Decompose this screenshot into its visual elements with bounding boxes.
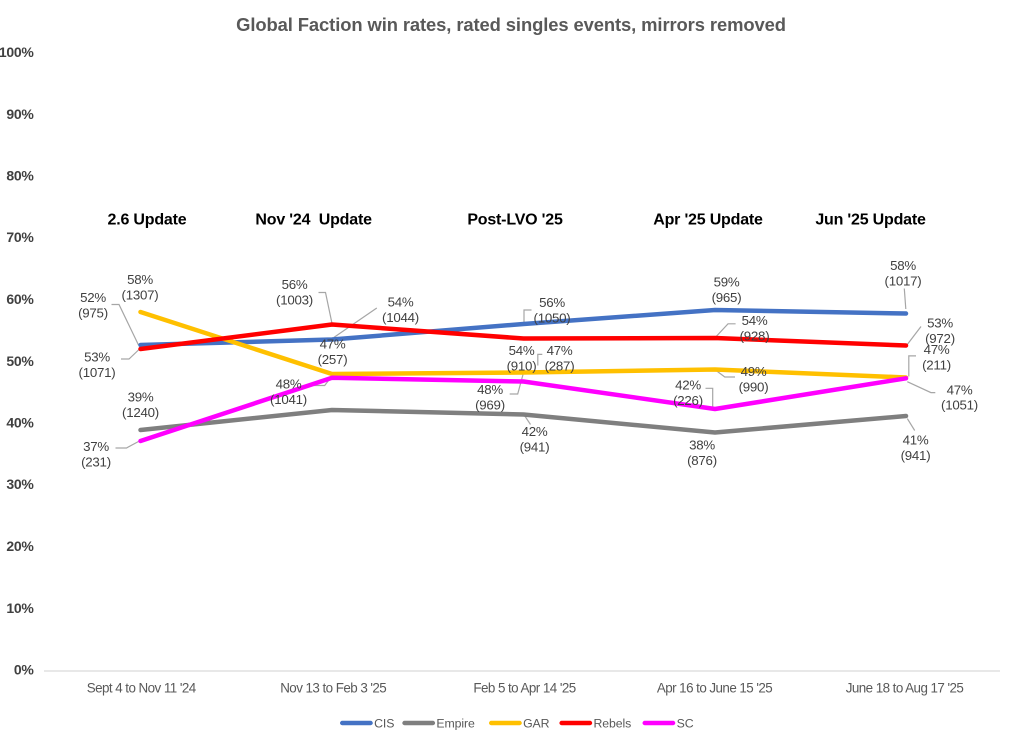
svg-text:54%: 54% bbox=[742, 313, 768, 328]
svg-text:49%: 49% bbox=[741, 364, 767, 379]
svg-text:Post-LVO '25: Post-LVO '25 bbox=[467, 212, 563, 229]
svg-text:47%: 47% bbox=[320, 337, 346, 352]
svg-text:42%: 42% bbox=[522, 424, 548, 439]
svg-text:CIS: CIS bbox=[374, 716, 394, 730]
svg-text:(1050): (1050) bbox=[534, 310, 571, 325]
svg-text:53%: 53% bbox=[927, 316, 953, 331]
svg-text:(910): (910) bbox=[507, 358, 537, 373]
svg-text:Rebels: Rebels bbox=[594, 716, 632, 730]
svg-text:SC: SC bbox=[677, 716, 694, 730]
svg-text:70%: 70% bbox=[6, 229, 34, 245]
svg-text:(231): (231) bbox=[81, 454, 111, 469]
svg-text:40%: 40% bbox=[6, 415, 34, 431]
svg-text:(1051): (1051) bbox=[941, 398, 978, 413]
svg-text:54%: 54% bbox=[388, 295, 414, 310]
svg-text:(257): (257) bbox=[318, 352, 348, 367]
svg-text:52%: 52% bbox=[80, 290, 106, 305]
svg-text:(1071): (1071) bbox=[79, 365, 116, 380]
svg-text:39%: 39% bbox=[128, 390, 154, 405]
svg-text:60%: 60% bbox=[6, 291, 34, 307]
svg-text:42%: 42% bbox=[675, 378, 701, 393]
svg-text:2.6 Update: 2.6 Update bbox=[108, 212, 187, 229]
svg-text:50%: 50% bbox=[6, 353, 34, 369]
svg-text:Apr 16 to June 15 '25: Apr 16 to June 15 '25 bbox=[657, 681, 772, 696]
svg-text:(941): (941) bbox=[520, 439, 550, 454]
svg-text:June 18 to Aug 17 '25: June 18 to Aug 17 '25 bbox=[846, 681, 964, 696]
svg-text:(287): (287) bbox=[545, 358, 575, 373]
svg-text:0%: 0% bbox=[14, 662, 34, 678]
svg-text:Nov '24 Update: Nov '24 Update bbox=[255, 212, 372, 229]
svg-text:Empire: Empire bbox=[436, 716, 475, 730]
svg-text:(928): (928) bbox=[740, 328, 770, 343]
svg-text:Sept 4 to Nov 11 '24: Sept 4 to Nov 11 '24 bbox=[87, 681, 197, 696]
svg-text:(876): (876) bbox=[687, 453, 717, 468]
svg-text:58%: 58% bbox=[127, 272, 153, 287]
svg-text:Global Faction win rates, rate: Global Faction win rates, rated singles … bbox=[236, 14, 786, 35]
svg-text:GAR: GAR bbox=[523, 716, 550, 730]
svg-text:56%: 56% bbox=[282, 277, 308, 292]
svg-text:(1240): (1240) bbox=[122, 405, 159, 420]
svg-text:41%: 41% bbox=[903, 433, 929, 448]
svg-text:(211): (211) bbox=[922, 357, 951, 372]
svg-text:58%: 58% bbox=[890, 258, 916, 273]
svg-text:20%: 20% bbox=[6, 538, 34, 554]
svg-text:10%: 10% bbox=[6, 600, 34, 616]
svg-text:(1041): (1041) bbox=[270, 392, 307, 407]
svg-text:56%: 56% bbox=[539, 295, 565, 310]
svg-text:59%: 59% bbox=[714, 275, 740, 290]
svg-text:(1017): (1017) bbox=[885, 273, 922, 288]
svg-text:54%: 54% bbox=[509, 343, 535, 358]
svg-text:(1307): (1307) bbox=[122, 287, 159, 302]
svg-text:47%: 47% bbox=[924, 342, 950, 357]
svg-text:48%: 48% bbox=[477, 382, 503, 397]
svg-text:(969): (969) bbox=[475, 397, 505, 412]
svg-text:(1003): (1003) bbox=[276, 292, 313, 307]
svg-text:(965): (965) bbox=[712, 290, 742, 305]
svg-text:38%: 38% bbox=[689, 438, 715, 453]
svg-text:30%: 30% bbox=[6, 476, 34, 492]
svg-text:100%: 100% bbox=[0, 44, 34, 60]
svg-text:53%: 53% bbox=[84, 350, 110, 365]
svg-text:(941): (941) bbox=[901, 448, 931, 463]
svg-text:(975): (975) bbox=[78, 305, 108, 320]
svg-text:Nov 13 to Feb 3 '25: Nov 13 to Feb 3 '25 bbox=[280, 681, 386, 696]
svg-text:Jun '25 Update: Jun '25 Update bbox=[815, 212, 926, 229]
svg-text:48%: 48% bbox=[276, 377, 302, 392]
svg-text:(990): (990) bbox=[739, 379, 769, 394]
svg-text:(1044): (1044) bbox=[382, 310, 419, 325]
svg-text:Feb 5 to Apr 14 '25: Feb 5 to Apr 14 '25 bbox=[473, 681, 575, 696]
svg-text:90%: 90% bbox=[6, 106, 34, 122]
svg-text:80%: 80% bbox=[6, 168, 34, 184]
svg-text:47%: 47% bbox=[547, 343, 573, 358]
svg-text:Apr '25 Update: Apr '25 Update bbox=[653, 212, 763, 229]
svg-text:(972): (972) bbox=[925, 331, 955, 346]
svg-text:(226): (226) bbox=[673, 393, 703, 408]
svg-text:47%: 47% bbox=[947, 382, 973, 397]
svg-text:37%: 37% bbox=[83, 439, 109, 454]
